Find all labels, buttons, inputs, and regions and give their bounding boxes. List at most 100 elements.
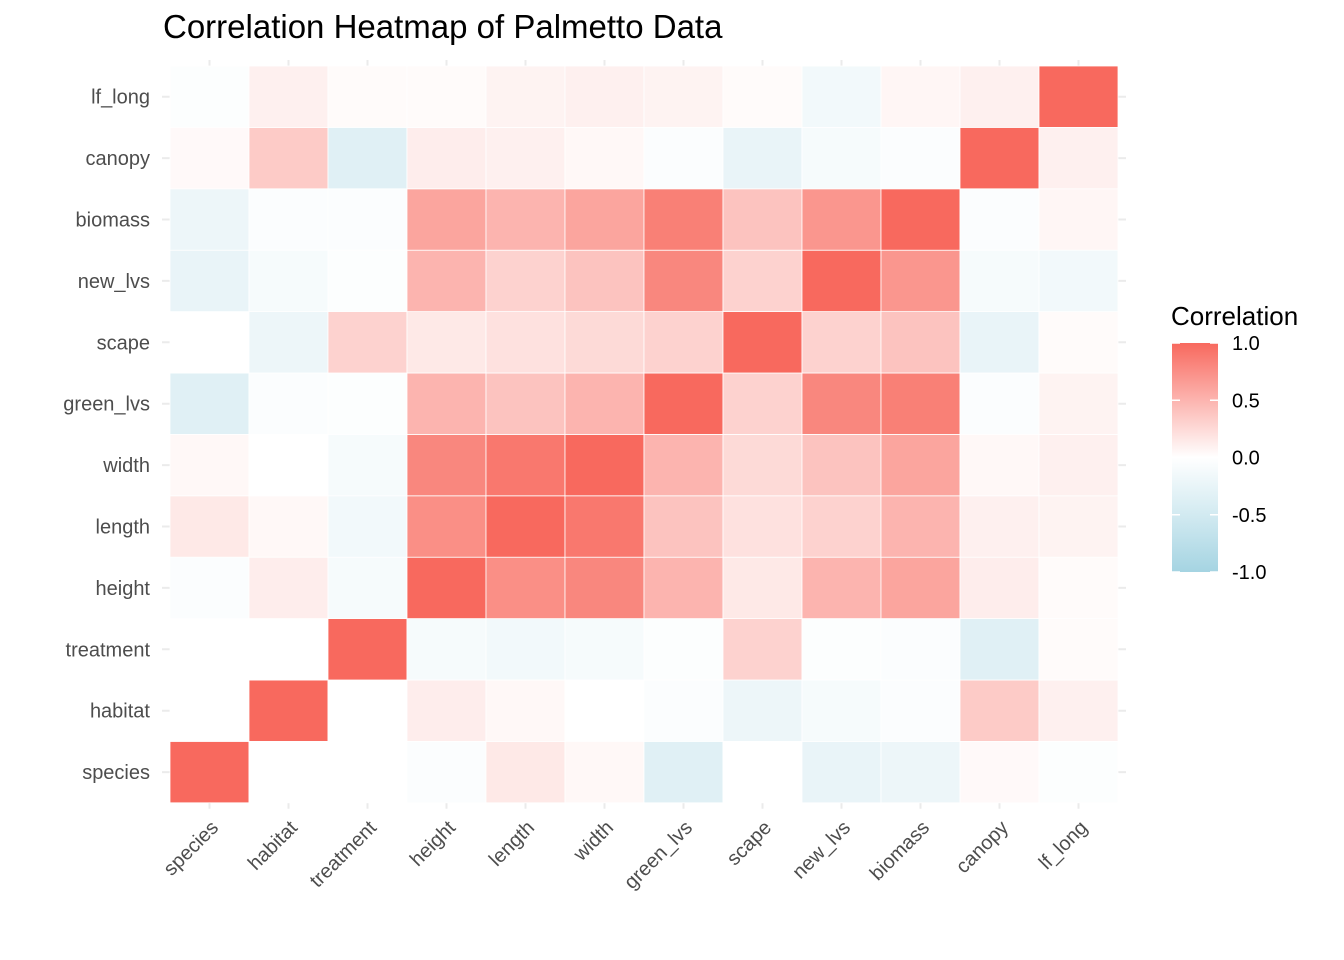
heatmap-cell-treatment-new_lvs — [801, 618, 882, 681]
heatmap-cell-length-new_lvs — [801, 495, 882, 558]
heatmap-cell-new_lvs-length — [485, 249, 566, 312]
heatmap-cell-canopy-habitat — [248, 127, 329, 190]
heatmap-cell-biomass-width — [564, 188, 645, 251]
heatmap-cell-canopy-treatment — [327, 127, 408, 190]
heatmap-cell-green_lvs-scape — [722, 372, 803, 435]
heatmap-cell-height-new_lvs — [801, 556, 882, 620]
heatmap-cell-width-green_lvs — [643, 433, 724, 497]
heatmap-cell-scape-length — [485, 311, 566, 374]
heatmap-cell-canopy-width — [564, 127, 645, 190]
y-tick-label: canopy — [86, 148, 151, 170]
y-tick-label: habitat — [90, 701, 150, 723]
heatmap-cell-biomass-height — [406, 188, 487, 251]
y-tick-label: height — [96, 578, 151, 600]
heatmap-cell-green_lvs-width — [564, 372, 645, 435]
heatmap-cell-treatment-scape — [722, 618, 803, 681]
heatmap-cell-species-species — [169, 741, 250, 804]
heatmap-cell-species-treatment — [327, 741, 408, 804]
heatmap-cell-species-lf_long — [1038, 741, 1119, 804]
heatmap-cell-green_lvs-habitat — [248, 372, 329, 435]
heatmap-cell-treatment-habitat — [248, 618, 329, 681]
x-tick-label: green_lvs — [620, 817, 697, 894]
heatmap-cell-length-canopy — [959, 495, 1040, 558]
x-tick-label: width — [569, 817, 618, 866]
heatmap-cell-lf_long-width — [564, 65, 645, 128]
heatmap-cell-biomass-species — [169, 188, 250, 251]
heatmap-cell-biomass-habitat — [248, 188, 329, 251]
x-tick-label: habitat — [244, 816, 302, 874]
heatmap-cell-scape-treatment — [327, 311, 408, 374]
heatmap-cell-green_lvs-biomass — [880, 372, 961, 435]
heatmap-cell-green_lvs-species — [169, 372, 250, 435]
heatmap-cell-length-green_lvs — [643, 495, 724, 558]
x-tick-label: treatment — [306, 816, 382, 892]
heatmap-cell-height-treatment — [327, 556, 408, 620]
x-tick-label: scape — [723, 817, 776, 870]
heatmap-cell-scape-width — [564, 311, 645, 374]
heatmap-cell-canopy-canopy — [959, 127, 1040, 190]
heatmap-cell-new_lvs-width — [564, 249, 645, 312]
heatmap-cell-lf_long-green_lvs — [643, 65, 724, 128]
heatmap-cell-new_lvs-green_lvs — [643, 249, 724, 312]
heatmap-cell-treatment-biomass — [880, 618, 961, 681]
heatmap-cell-habitat-lf_long — [1038, 679, 1119, 742]
heatmap-cell-habitat-green_lvs — [643, 679, 724, 742]
heatmap-cell-habitat-scape — [722, 679, 803, 742]
heatmap-cell-height-species — [169, 556, 250, 620]
heatmap-cell-habitat-new_lvs — [801, 679, 882, 742]
heatmap-cell-height-height — [406, 556, 487, 620]
heatmap-cell-length-habitat — [248, 495, 329, 558]
heatmap-cell-habitat-width — [564, 679, 645, 742]
heatmap-cell-scape-height — [406, 311, 487, 374]
heatmap-cell-width-canopy — [959, 433, 1040, 497]
heatmap-cell-habitat-canopy — [959, 679, 1040, 742]
heatmap-cell-width-height — [406, 433, 487, 497]
heatmap-cell-biomass-lf_long — [1038, 188, 1119, 251]
y-tick-label: width — [102, 455, 150, 477]
heatmap-cell-treatment-treatment — [327, 618, 408, 681]
heatmap-cell-canopy-new_lvs — [801, 127, 882, 190]
heatmap-cell-height-width — [564, 556, 645, 620]
heatmap-cell-treatment-height — [406, 618, 487, 681]
y-tick-label: biomass — [76, 210, 150, 232]
heatmap-cell-treatment-green_lvs — [643, 618, 724, 681]
heatmap-cell-canopy-length — [485, 127, 566, 190]
heatmap-cell-new_lvs-species — [169, 249, 250, 312]
heatmap-cell-treatment-length — [485, 618, 566, 681]
heatmap-cell-lf_long-height — [406, 65, 487, 128]
heatmap-cell-length-species — [169, 495, 250, 558]
heatmap-cell-canopy-scape — [722, 127, 803, 190]
heatmap-cell-treatment-lf_long — [1038, 618, 1119, 681]
heatmap-cell-new_lvs-treatment — [327, 249, 408, 312]
heatmap-cell-width-species — [169, 433, 250, 497]
heatmap-cell-green_lvs-height — [406, 372, 487, 435]
heatmap-cell-green_lvs-length — [485, 372, 566, 435]
heatmap-cell-length-length — [485, 495, 566, 558]
heatmap-cell-biomass-length — [485, 188, 566, 251]
heatmap-cell-length-biomass — [880, 495, 961, 558]
heatmap-cell-species-biomass — [880, 741, 961, 804]
heatmap-cell-height-length — [485, 556, 566, 620]
heatmap-cell-lf_long-biomass — [880, 65, 961, 128]
heatmap-cell-scape-lf_long — [1038, 311, 1119, 374]
heatmap-cell-scape-green_lvs — [643, 311, 724, 374]
heatmap-cell-biomass-canopy — [959, 188, 1040, 251]
x-tick-label: length — [485, 817, 539, 871]
heatmap-cell-canopy-lf_long — [1038, 127, 1119, 190]
heatmap-cell-lf_long-scape — [722, 65, 803, 128]
heatmap-cell-height-habitat — [248, 556, 329, 620]
heatmap-cell-scape-habitat — [248, 311, 329, 374]
y-axis-labels: species habitat treatment height length width… — [63, 87, 150, 784]
heatmap-cell-canopy-biomass — [880, 127, 961, 190]
heatmap-cell-lf_long-lf_long — [1038, 65, 1119, 128]
heatmap-cell-biomass-green_lvs — [643, 188, 724, 251]
heatmap-cell-new_lvs-habitat — [248, 249, 329, 312]
heatmap-cell-lf_long-species — [169, 65, 250, 128]
chart-title: Correlation Heatmap of Palmetto Data — [163, 8, 723, 45]
heatmap-cell-height-scape — [722, 556, 803, 620]
heatmap-cell-new_lvs-new_lvs — [801, 249, 882, 312]
heatmap-cell-length-height — [406, 495, 487, 558]
x-tick-label: new_lvs — [788, 817, 855, 884]
heatmap-cell-lf_long-treatment — [327, 65, 408, 128]
